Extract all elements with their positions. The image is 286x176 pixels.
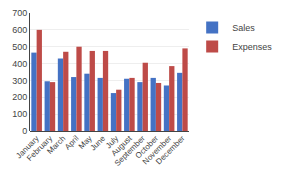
svg-text:300: 300: [12, 76, 27, 86]
svg-text:Sales: Sales: [232, 23, 255, 33]
svg-text:600: 600: [12, 25, 27, 35]
svg-text:700: 700: [12, 8, 27, 18]
svg-text:100: 100: [12, 109, 27, 119]
svg-text:500: 500: [12, 42, 27, 52]
svg-text:November: November: [141, 134, 174, 167]
svg-text:April: April: [63, 134, 81, 152]
svg-text:March: March: [45, 134, 67, 156]
svg-text:June: June: [88, 133, 107, 152]
svg-text:400: 400: [12, 59, 27, 69]
svg-text:July: July: [104, 134, 120, 150]
svg-text:December: December: [154, 134, 187, 167]
svg-text:February: February: [25, 134, 54, 163]
svg-text:200: 200: [12, 92, 27, 102]
svg-text:January: January: [14, 134, 40, 160]
svg-text:October: October: [134, 134, 161, 161]
svg-text:0: 0: [22, 126, 27, 136]
svg-text:September: September: [113, 134, 147, 168]
svg-text:Expenses: Expenses: [232, 42, 272, 52]
svg-text:May: May: [77, 134, 94, 151]
svg-text:August: August: [110, 133, 135, 158]
